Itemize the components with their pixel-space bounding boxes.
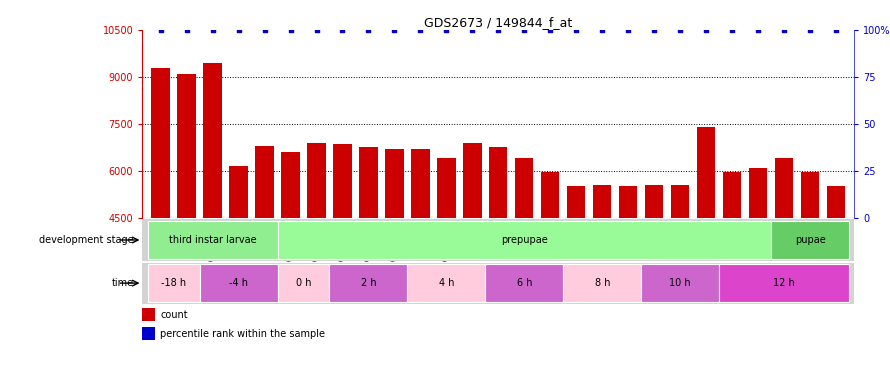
Bar <box>151 68 170 358</box>
Point <box>180 27 194 33</box>
Point <box>543 27 557 33</box>
Bar <box>749 168 767 358</box>
Point <box>751 27 765 33</box>
Point <box>621 27 635 33</box>
Text: development stage: development stage <box>39 235 134 245</box>
Bar <box>255 146 273 358</box>
Bar <box>360 147 377 358</box>
Bar <box>485 264 563 302</box>
Title: GDS2673 / 149844_f_at: GDS2673 / 149844_f_at <box>425 16 572 29</box>
Point <box>387 27 401 33</box>
Bar <box>567 186 586 358</box>
Point <box>570 27 584 33</box>
Text: 2 h: 2 h <box>360 278 376 288</box>
Bar <box>541 172 560 358</box>
Text: 6 h: 6 h <box>516 278 532 288</box>
Bar <box>281 152 300 358</box>
Bar <box>142 219 854 261</box>
Point <box>647 27 661 33</box>
Bar <box>408 264 485 302</box>
Point <box>257 27 271 33</box>
Bar <box>724 172 741 358</box>
Point <box>595 27 610 33</box>
Text: -4 h: -4 h <box>229 278 248 288</box>
Bar <box>334 144 352 358</box>
Point <box>803 27 817 33</box>
Text: 4 h: 4 h <box>439 278 454 288</box>
Bar <box>437 158 456 358</box>
Bar <box>464 142 481 358</box>
Bar <box>645 185 663 358</box>
Point <box>517 27 531 33</box>
Bar <box>142 327 155 340</box>
Bar <box>594 185 611 358</box>
Text: -18 h: -18 h <box>161 278 186 288</box>
Bar <box>142 308 155 321</box>
Point <box>206 27 220 33</box>
Text: percentile rank within the sample: percentile rank within the sample <box>160 329 325 339</box>
Bar <box>385 149 403 358</box>
Point <box>413 27 427 33</box>
Point <box>725 27 740 33</box>
Bar <box>278 264 329 302</box>
Point <box>777 27 791 33</box>
Point <box>700 27 714 33</box>
Bar <box>148 221 278 259</box>
Bar <box>671 185 690 358</box>
Text: pupae: pupae <box>795 235 826 245</box>
Text: count: count <box>160 310 188 320</box>
Bar <box>775 158 793 358</box>
Bar <box>142 262 854 304</box>
Point <box>829 27 844 33</box>
Point <box>440 27 454 33</box>
Point <box>336 27 350 33</box>
Text: time: time <box>111 278 134 288</box>
Text: 0 h: 0 h <box>295 278 312 288</box>
Bar <box>642 264 719 302</box>
Point <box>153 27 167 33</box>
Point <box>491 27 506 33</box>
Bar <box>515 158 533 358</box>
Bar <box>230 166 247 358</box>
Point <box>673 27 687 33</box>
Point <box>361 27 376 33</box>
Bar <box>411 149 430 358</box>
Bar <box>801 172 820 358</box>
Point <box>283 27 297 33</box>
Text: 10 h: 10 h <box>669 278 692 288</box>
Bar <box>278 221 772 259</box>
Bar <box>697 127 716 358</box>
Bar <box>204 63 222 358</box>
Text: prepupae: prepupae <box>501 235 547 245</box>
Point <box>310 27 324 33</box>
Bar <box>772 221 849 259</box>
Point <box>465 27 480 33</box>
Bar <box>148 264 199 302</box>
Bar <box>619 186 637 358</box>
Bar <box>719 264 849 302</box>
Bar <box>307 142 326 358</box>
Bar <box>199 264 278 302</box>
Text: 12 h: 12 h <box>773 278 795 288</box>
Bar <box>490 147 507 358</box>
Bar <box>827 186 846 358</box>
Bar <box>563 264 642 302</box>
Bar <box>177 74 196 358</box>
Bar <box>329 264 408 302</box>
Text: third instar larvae: third instar larvae <box>169 235 256 245</box>
Text: 8 h: 8 h <box>595 278 610 288</box>
Point <box>231 27 246 33</box>
